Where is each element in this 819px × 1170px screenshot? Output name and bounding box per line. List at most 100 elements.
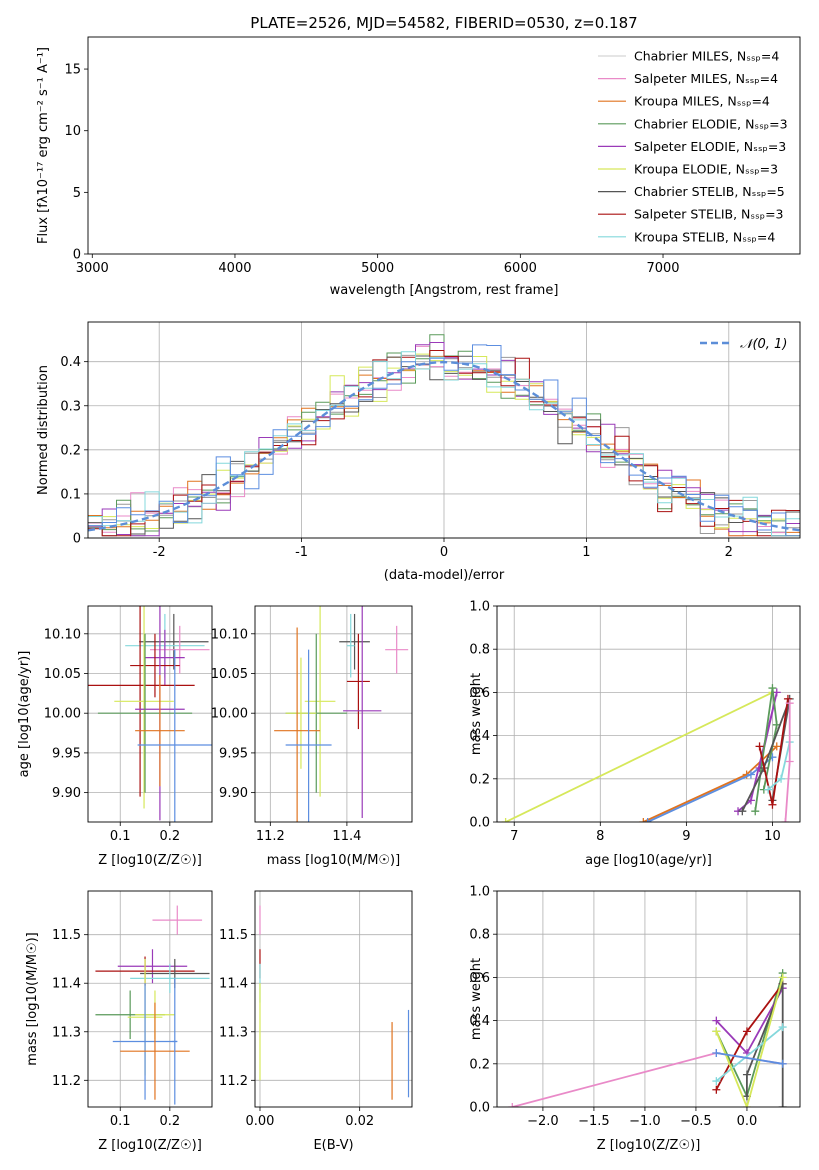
plot-area	[508, 969, 787, 1107]
y-tick-label: 9.90	[52, 786, 81, 801]
y-tick-label: 11.2	[52, 1074, 81, 1089]
x-tick-label: 6000	[504, 261, 537, 276]
x-axis-label: E(B-V)	[313, 1138, 353, 1153]
x-tick-label: -2	[153, 545, 166, 560]
marker	[783, 694, 792, 703]
y-tick-label: 10.10	[211, 627, 248, 642]
x-tick-label: 7000	[646, 261, 679, 276]
marker	[772, 742, 781, 751]
x-tick-label: 7	[510, 829, 518, 844]
y-tick-label: 0.2	[469, 772, 490, 787]
marker	[785, 699, 794, 708]
x-tick-label: 0.1	[110, 829, 131, 844]
plot-area	[501, 684, 794, 822]
x-axis-label: Z [log10(Z/Z☉)]	[98, 1138, 202, 1153]
y-tick-label: 0	[73, 532, 81, 547]
marker	[501, 818, 510, 822]
x-tick-label: 0.2	[159, 1114, 180, 1129]
histogram-8	[88, 351, 800, 537]
marker	[755, 742, 764, 751]
marker	[639, 818, 648, 822]
y-tick-label: 11.4	[219, 977, 248, 992]
y-tick-label: 10.05	[211, 667, 248, 682]
marker	[768, 684, 777, 693]
axes-1: -2 -1 0 1 2 0 0.1 0.2 0.3 0.4	[60, 321, 801, 560]
legend-entry: Kroupa MILES, Nₛₛₚ=4	[634, 94, 770, 109]
axes-frame	[496, 605, 801, 823]
x-tick-label: 3000	[76, 261, 109, 276]
axes-7: −2.0 −1.5 −1.0 −0.5 0.0 0.0 0.2 0.4 0.6 0.8 1.0	[469, 885, 801, 1129]
legend-entry: Chabrier MILES, Nₛₛₚ=4	[634, 49, 779, 64]
histogram-9	[88, 344, 800, 537]
y-axis-label: Flux [fλ10⁻¹⁷ erg cm⁻² s⁻¹ A⁻¹]	[36, 47, 51, 244]
y-tick-label: 1.0	[469, 600, 490, 615]
normal-curve	[88, 360, 800, 532]
plot-area	[88, 334, 800, 537]
y-tick-label: 0.4	[469, 729, 490, 744]
y-tick-label: 9.95	[52, 746, 81, 761]
y-tick-label: 10	[64, 124, 81, 139]
y-tick-label: 0.3	[60, 399, 81, 414]
y-tick-label: 0	[73, 248, 81, 263]
x-axis-label: mass [log10(M/M☉)]	[267, 853, 400, 868]
x-axis-label: Z [log10(Z/Z☉)]	[597, 1138, 701, 1153]
axes-2: 0.1 0.2 9.90 9.95 10.00 10.05 10.10	[44, 605, 213, 844]
legend-entry: Kroupa STELIB, Nₛₛₚ=4	[634, 229, 775, 244]
mass-weight-line-4	[754, 687, 778, 812]
y-axis-label: age [log10(age/yr)]	[17, 651, 32, 778]
marker	[781, 818, 790, 822]
marker	[742, 1070, 751, 1079]
marker	[738, 807, 747, 816]
marker	[643, 818, 652, 822]
axes-5: 0.1 0.2 11.2 11.3 11.4 11.5	[52, 890, 213, 1129]
mass-weight-line-7	[716, 1052, 783, 1065]
x-tick-label: −1.5	[578, 1114, 610, 1129]
x-tick-label: 10	[764, 829, 781, 844]
y-tick-label: 11.5	[52, 928, 81, 943]
marker	[777, 774, 786, 783]
marker	[746, 770, 755, 779]
y-tick-label: 11.2	[219, 1074, 248, 1089]
marker	[778, 973, 787, 982]
y-tick-label: 10.10	[44, 627, 81, 642]
y-axis-label: mass weight	[469, 958, 484, 1040]
y-tick-label: 0.2	[469, 1057, 490, 1072]
x-tick-label: 11.2	[256, 829, 285, 844]
axes-3: 11.2 11.4 9.90 9.95 10.00 10.05 10.10	[211, 605, 413, 844]
y-tick-label: 1.0	[469, 885, 490, 900]
axes-frame	[87, 605, 213, 823]
y-tick-label: 15	[64, 63, 81, 78]
marker	[712, 1085, 721, 1094]
axes-frame	[87, 36, 801, 255]
marker	[742, 1103, 751, 1107]
axes-frame	[496, 890, 801, 1108]
axes-4: 7 8 9 10 0.0 0.2 0.4 0.6 0.8 1.0	[469, 600, 801, 844]
legend-entry: 𝒩(0, 1)	[740, 337, 787, 352]
legend-entry: Salpeter ELODIE, Nₛₛₚ=3	[634, 139, 786, 154]
mass-weight-line-5	[715, 1026, 784, 1082]
x-axis-label: wavelength [Angstrom, rest frame]	[330, 283, 559, 298]
y-tick-label: 0.6	[469, 686, 490, 701]
x-tick-label: −2.0	[527, 1114, 559, 1129]
marker	[764, 785, 773, 794]
y-tick-label: 11.4	[52, 977, 81, 992]
x-tick-label: -1	[295, 545, 308, 560]
x-axis-label: age [log10(age/yr)]	[585, 853, 712, 868]
plot-area	[259, 905, 410, 1100]
x-tick-label: 2	[725, 545, 733, 560]
marker	[778, 1103, 787, 1107]
marker	[712, 1027, 721, 1036]
y-tick-label: 11.3	[219, 1025, 248, 1040]
marker	[712, 1077, 721, 1086]
y-axis-label: Normed distribution	[36, 365, 51, 495]
plot-area	[88, 606, 212, 822]
x-tick-label: 9	[682, 829, 690, 844]
x-tick-label: 11.4	[332, 829, 361, 844]
x-tick-label: 0.0	[737, 1114, 758, 1129]
x-tick-label: 0.00	[246, 1114, 275, 1129]
x-tick-label: 1	[582, 545, 590, 560]
y-tick-label: 0.4	[60, 355, 81, 370]
x-tick-label: −1.0	[629, 1114, 661, 1129]
legend: Chabrier MILES, Nₛₛₚ=4 Salpeter MILES, Nₛ…	[598, 49, 788, 244]
axes-6: 0.00 0.02 11.2 11.3 11.4 11.5	[219, 890, 413, 1129]
